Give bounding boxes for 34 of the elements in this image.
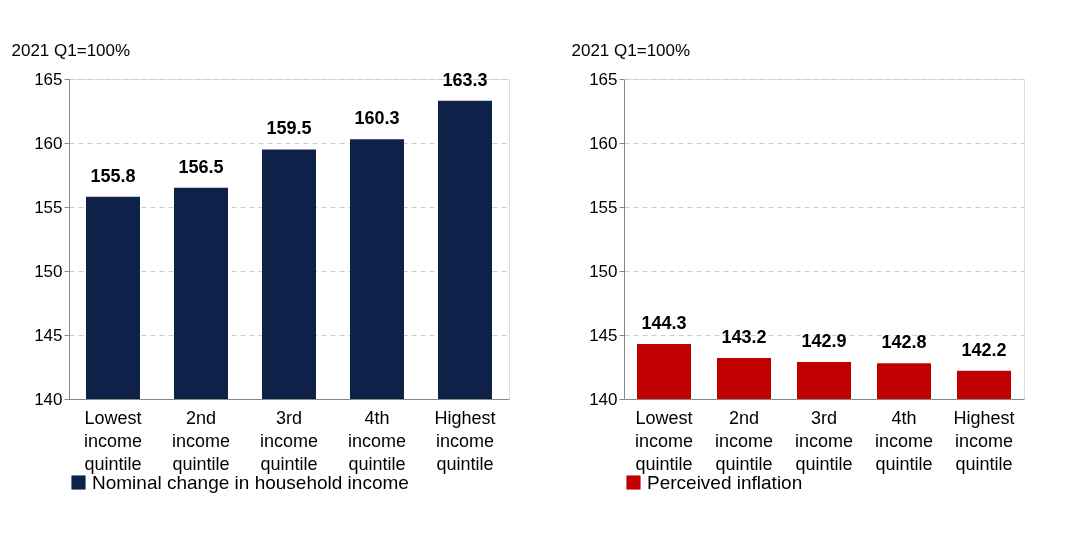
data-label: 156.5 — [178, 156, 224, 177]
data-label: 159.5 — [266, 118, 312, 139]
x-tick-label: 4th income quintile — [874, 407, 934, 474]
x-tick-label: Highest income quintile — [434, 407, 496, 474]
data-label: 163.3 — [442, 69, 488, 90]
y-tick-label: 165 — [589, 69, 618, 89]
x-tick-label: 2nd income quintile — [714, 407, 774, 474]
y-tick-label: 160 — [34, 133, 63, 153]
y-tick-label: 145 — [34, 325, 63, 345]
data-label: 160.3 — [354, 108, 400, 129]
data-label: 144.3 — [641, 312, 687, 333]
y-tick-label: 140 — [589, 389, 618, 409]
y-tick-label: 165 — [34, 69, 63, 89]
x-tick-label: Lowest income quintile — [634, 407, 694, 474]
x-tick-label: Highest income quintile — [953, 407, 1015, 474]
y-tick-label: 160 — [589, 133, 618, 153]
y-tick-label: 155 — [589, 197, 618, 217]
x-tick-label: 3rd income quintile — [794, 407, 854, 474]
y-axis-title: 2021 Q1=100% — [11, 40, 131, 60]
y-tick-label: 155 — [34, 197, 63, 217]
data-label: 142.8 — [881, 332, 927, 353]
x-tick-label: 4th income quintile — [347, 407, 407, 474]
data-label: 142.2 — [961, 339, 1007, 360]
y-tick-label: 150 — [34, 261, 63, 281]
x-tick-label: Lowest income quintile — [83, 407, 143, 474]
y-tick-label: 140 — [34, 389, 63, 409]
y-tick-label: 150 — [589, 261, 618, 281]
y-tick-label: 145 — [589, 325, 618, 345]
x-tick-label: 3rd income quintile — [259, 407, 319, 474]
data-label: 143.2 — [721, 327, 767, 348]
x-tick-label: 2nd income quintile — [171, 407, 231, 474]
data-label: 142.9 — [801, 330, 847, 351]
y-axis-title: 2021 Q1=100% — [571, 40, 691, 60]
data-label: 155.8 — [90, 165, 136, 186]
